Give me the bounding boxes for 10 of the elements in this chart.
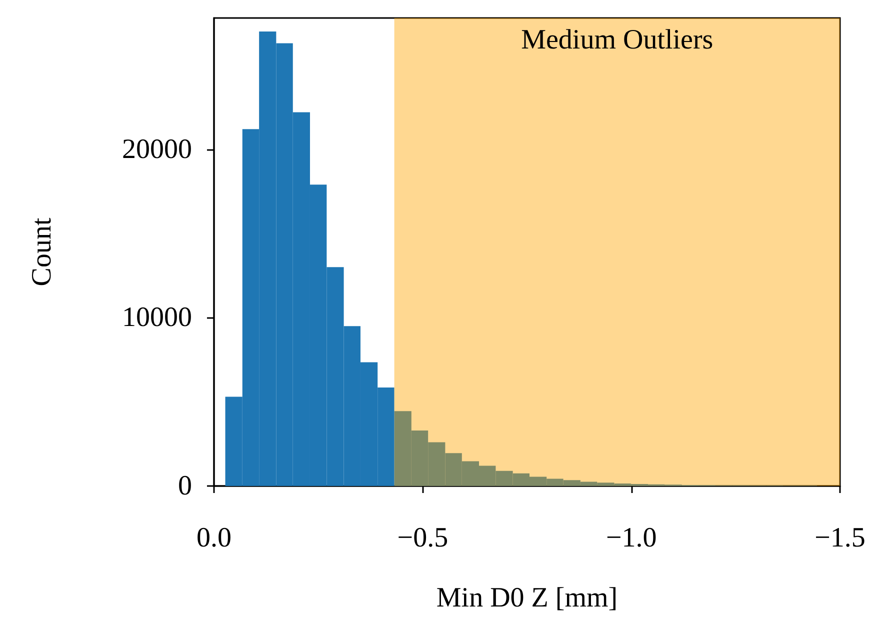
y-tick-label: 0 [178,470,192,502]
y-axis-title: Count [26,218,58,286]
band-label: Medium Outliers [521,24,714,56]
x-tick-label: 0.0 [196,522,232,554]
y-tick-label: 20000 [122,134,192,165]
x-tick-label: −1.0 [606,522,657,554]
y-tick-label: 10000 [122,302,192,334]
x-axis-title: Min D0 Z [mm] [436,582,618,614]
x-tick-label: −0.5 [397,522,448,554]
x-tick-label: −1.5 [814,522,866,554]
